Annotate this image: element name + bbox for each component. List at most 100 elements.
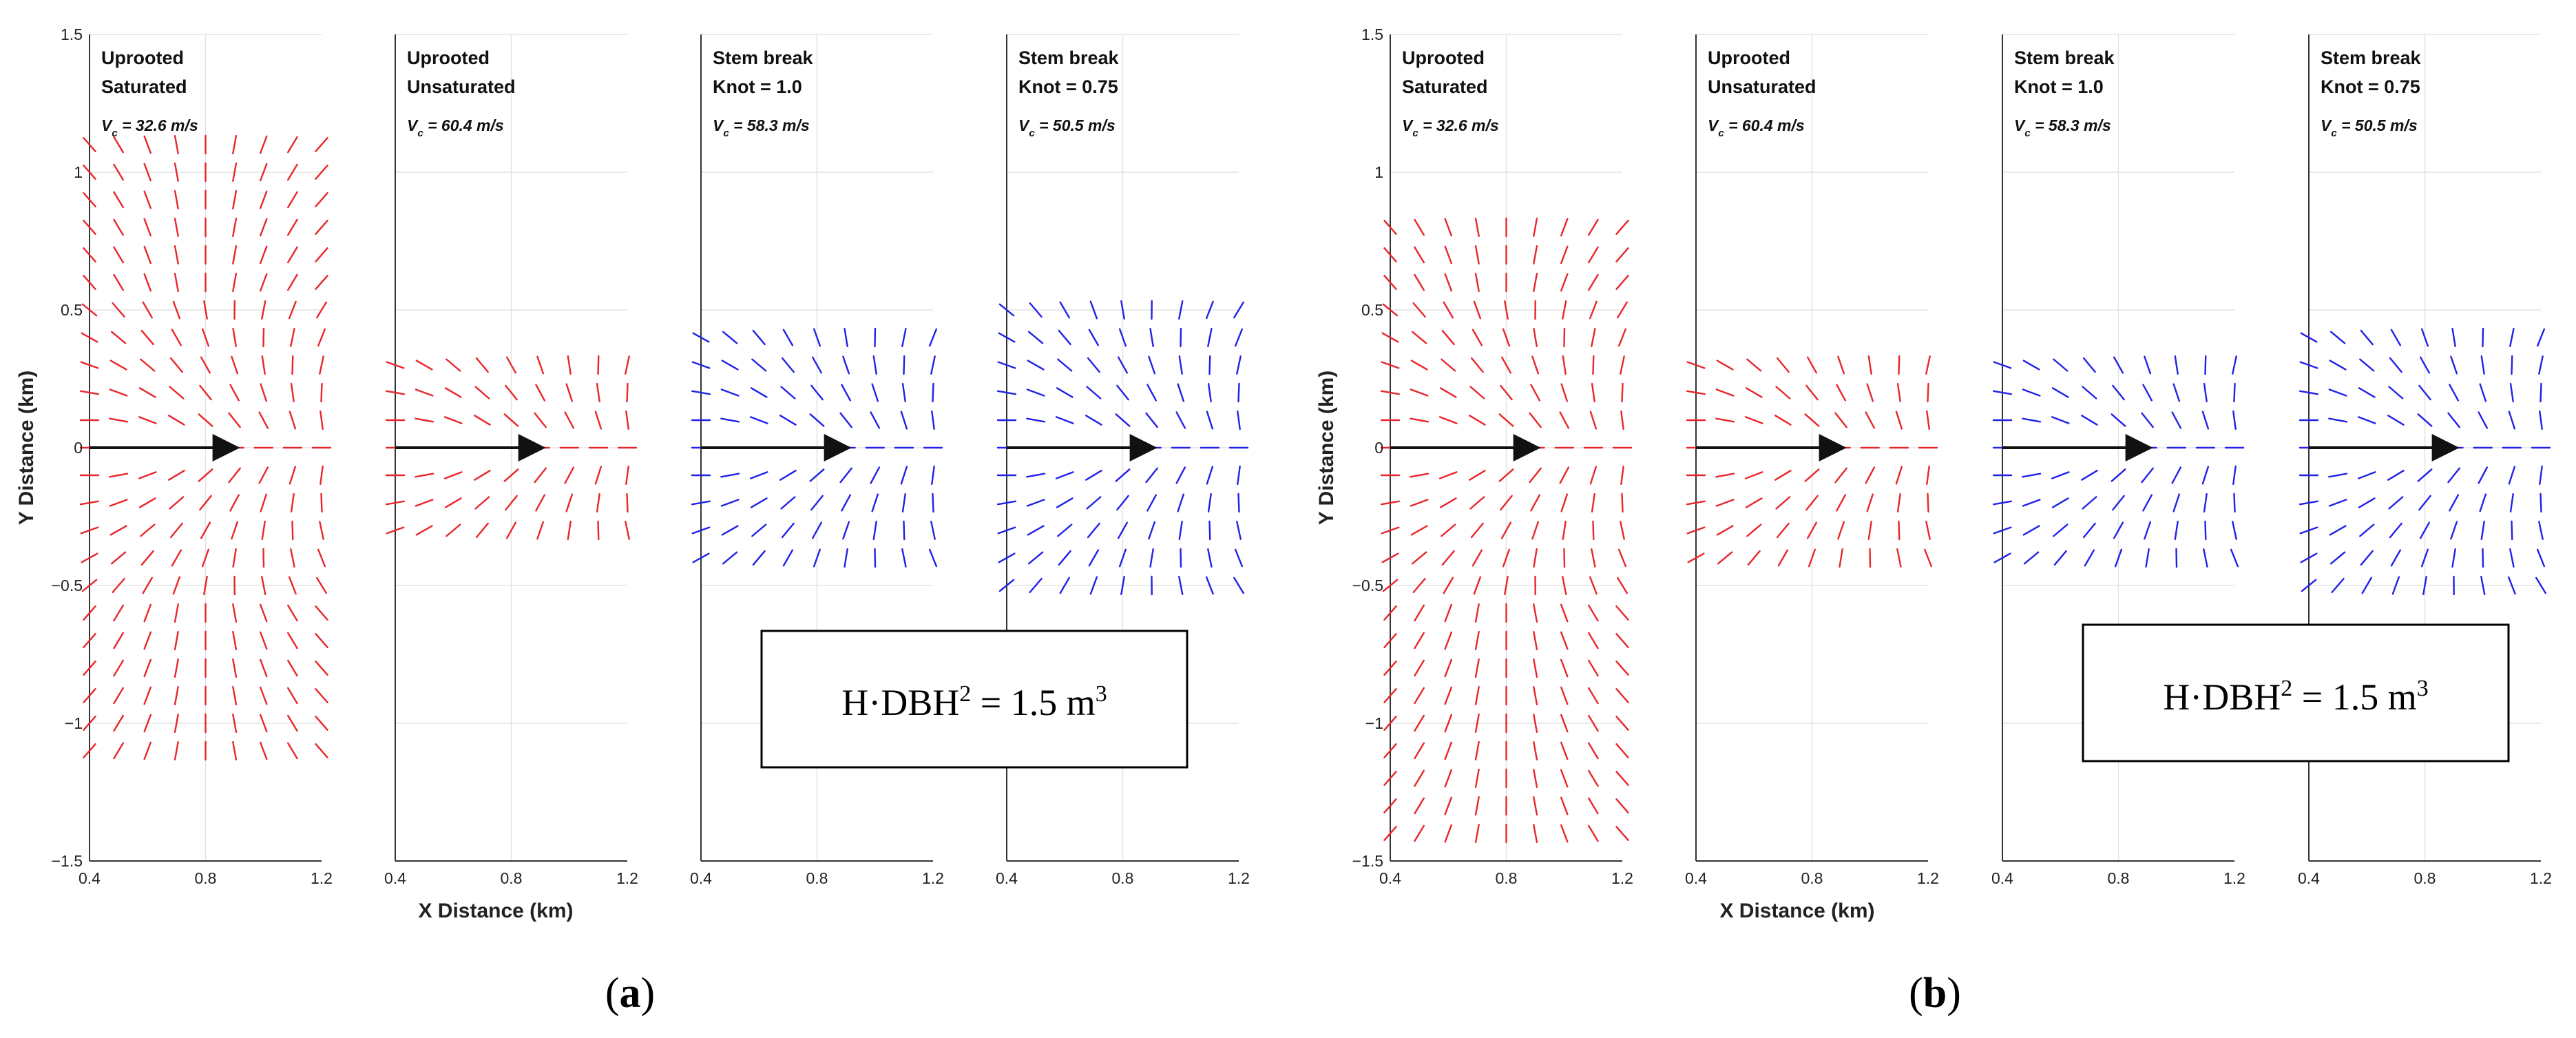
wind-vector bbox=[2081, 415, 2098, 426]
wind-vector bbox=[534, 467, 547, 484]
wind-vector bbox=[232, 190, 238, 209]
wind-vector bbox=[1473, 576, 1482, 595]
wind-vector bbox=[203, 575, 208, 596]
wind-vector bbox=[1533, 796, 1538, 816]
wind-vector bbox=[83, 605, 96, 621]
wind-vector bbox=[1444, 796, 1453, 816]
wind-vector bbox=[110, 331, 127, 344]
wind-vector bbox=[567, 355, 572, 375]
quiver-panel-3: 0.4 0.8 1.2 Stem break Knot = 1.0 Vc = 58.3 m… bbox=[1991, 34, 2245, 887]
wind-vector bbox=[1615, 275, 1629, 290]
wind-vector bbox=[2479, 493, 2487, 512]
x-tick-label: 0.8 bbox=[2414, 869, 2436, 887]
wind-vector bbox=[2023, 551, 2040, 565]
wind-vector bbox=[1383, 605, 1397, 621]
y-tick-label: −0.5 bbox=[1352, 577, 1383, 594]
wind-vector bbox=[1441, 358, 1456, 372]
wind-vector bbox=[1529, 467, 1542, 484]
wind-vector bbox=[231, 521, 239, 540]
wind-vector bbox=[1444, 245, 1453, 264]
wind-vector bbox=[1745, 497, 1763, 508]
wind-vector bbox=[320, 382, 323, 403]
wind-vector bbox=[83, 192, 96, 207]
wind-vector bbox=[1089, 576, 1098, 595]
y-tick-label: −1 bbox=[1365, 714, 1383, 732]
x-tick-label: 0.4 bbox=[1379, 869, 1401, 887]
wind-vector bbox=[1715, 473, 1735, 478]
y-tick-label: 1.5 bbox=[61, 25, 83, 43]
x-axis-title: X Distance (km) bbox=[418, 900, 573, 922]
wind-vector bbox=[474, 415, 491, 426]
wind-vector bbox=[1146, 384, 1158, 402]
wind-vector bbox=[109, 360, 127, 371]
wind-vector bbox=[1441, 329, 1455, 346]
wind-vector bbox=[174, 273, 179, 292]
wind-vector bbox=[1615, 605, 1629, 621]
wind-vector bbox=[81, 332, 98, 343]
y-tick-label: 1 bbox=[1374, 163, 1383, 181]
wind-vector bbox=[1085, 470, 1102, 481]
wind-vector bbox=[779, 470, 797, 481]
wind-vector bbox=[930, 355, 936, 375]
wind-vector bbox=[201, 548, 210, 568]
wind-vector bbox=[2511, 355, 2513, 375]
wind-vector bbox=[2171, 411, 2182, 429]
wind-vector bbox=[415, 388, 434, 397]
wind-vector bbox=[505, 495, 518, 511]
x-tick-label: 1.2 bbox=[311, 869, 333, 887]
wind-vector bbox=[813, 328, 821, 347]
wind-vector bbox=[174, 686, 179, 705]
wind-vector bbox=[810, 384, 824, 401]
wind-vector bbox=[109, 473, 129, 478]
wind-vector bbox=[2298, 390, 2319, 395]
critical-velocity-label: Vc = 58.3 m/s bbox=[713, 116, 810, 139]
wind-vector bbox=[1026, 473, 1046, 478]
wind-vector bbox=[1145, 412, 1158, 428]
critical-velocity-label: Vc = 50.5 m/s bbox=[1018, 116, 1116, 139]
wind-vector bbox=[143, 245, 152, 264]
x-axis-title: X Distance (km) bbox=[1719, 900, 1874, 922]
wind-vector bbox=[1533, 273, 1538, 292]
wind-vector bbox=[596, 492, 600, 513]
wind-vector bbox=[1443, 301, 1454, 319]
wind-vector bbox=[1804, 413, 1820, 427]
wind-vector bbox=[1686, 361, 1706, 369]
wind-vector bbox=[143, 190, 152, 209]
wind-vector bbox=[113, 246, 125, 264]
wind-vector bbox=[1027, 331, 1044, 344]
wind-vector bbox=[83, 220, 96, 235]
wind-vector bbox=[1444, 714, 1453, 733]
wind-vector bbox=[1716, 525, 1734, 536]
wind-vector bbox=[1237, 410, 1241, 430]
wind-vector bbox=[83, 633, 96, 648]
wind-vector bbox=[1178, 520, 1183, 541]
wind-vector bbox=[901, 492, 906, 513]
wind-vector bbox=[752, 329, 766, 346]
wind-vector bbox=[811, 521, 823, 539]
subfigure-label: (b) bbox=[1909, 970, 1961, 1017]
wind-vector bbox=[2329, 551, 2346, 565]
wind-vector bbox=[2113, 356, 2124, 374]
wind-vector bbox=[2299, 526, 2318, 534]
wind-vector bbox=[259, 245, 268, 264]
wind-vector bbox=[1474, 603, 1480, 623]
wind-vector bbox=[998, 332, 1016, 343]
wind-vector bbox=[1591, 548, 1596, 568]
wind-vector bbox=[2082, 357, 2096, 373]
wind-vector bbox=[1533, 603, 1538, 623]
wind-vector bbox=[109, 388, 128, 397]
wind-vector bbox=[138, 416, 157, 424]
wind-vector bbox=[1177, 493, 1185, 512]
wind-vector bbox=[1057, 358, 1073, 372]
wind-vector bbox=[1533, 631, 1538, 650]
wind-vector bbox=[1115, 413, 1131, 427]
wind-vector bbox=[781, 522, 795, 539]
wind-vector bbox=[315, 743, 328, 758]
wind-vector bbox=[319, 521, 324, 540]
wind-vector bbox=[535, 494, 546, 512]
wind-vector bbox=[1615, 771, 1629, 786]
wind-vector bbox=[1587, 604, 1599, 622]
wind-vector bbox=[809, 468, 825, 482]
wind-vector bbox=[1411, 551, 1427, 565]
wind-vector bbox=[2449, 384, 2460, 402]
